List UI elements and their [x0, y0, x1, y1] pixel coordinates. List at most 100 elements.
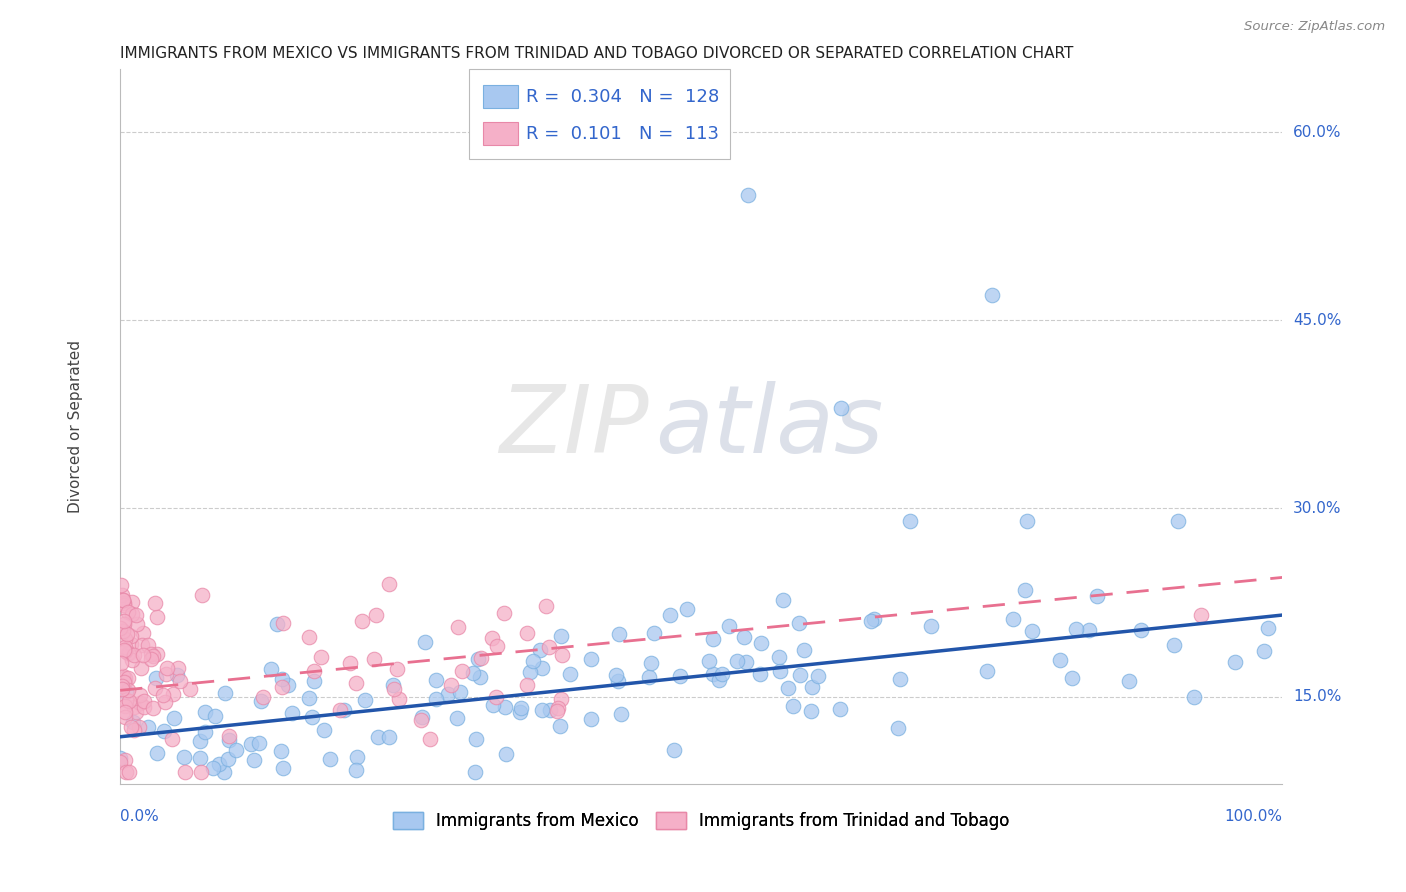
FancyBboxPatch shape [468, 70, 730, 159]
Point [136, 638, 159, 652]
Point [143, 596, 166, 610]
Point [117, 694, 139, 708]
Point [735, 655, 758, 669]
Point [1064, 622, 1087, 636]
Point [329, 703, 352, 717]
Point [114, 698, 136, 713]
Point [155, 667, 177, 681]
Point [302, 674, 325, 689]
Point [1223, 655, 1246, 669]
Point [494, 699, 516, 714]
Text: 30.0%: 30.0% [1294, 501, 1341, 516]
Point [637, 670, 659, 684]
Point [114, 671, 136, 685]
Point [132, 648, 155, 663]
Point [117, 605, 139, 619]
Point [302, 664, 325, 678]
Point [920, 618, 942, 632]
Point [120, 629, 142, 643]
Point [121, 653, 143, 667]
Point [173, 764, 195, 779]
Point [298, 690, 321, 705]
Point [145, 647, 167, 661]
Point [112, 599, 135, 613]
Point [387, 662, 409, 676]
Point [516, 626, 538, 640]
Point [776, 681, 799, 696]
Point [125, 617, 148, 632]
Text: 60.0%: 60.0% [1294, 125, 1341, 139]
Point [129, 696, 152, 710]
Point [108, 621, 131, 635]
Point [120, 637, 142, 651]
Point [702, 632, 724, 647]
Point [669, 669, 692, 683]
Point [131, 638, 153, 652]
Point [202, 761, 225, 775]
Point [112, 675, 135, 690]
Point [218, 729, 240, 743]
Point [314, 723, 336, 737]
Point [112, 614, 135, 628]
Point [266, 617, 288, 632]
Point [717, 618, 740, 632]
Point [332, 703, 354, 717]
Point [530, 703, 553, 717]
Point [538, 640, 561, 654]
Point [114, 685, 136, 699]
Point [377, 730, 399, 744]
Point [467, 652, 489, 666]
Point [609, 707, 631, 722]
Point [179, 682, 201, 697]
Point [662, 743, 685, 757]
Point [419, 731, 441, 746]
Point [344, 763, 367, 777]
Point [830, 702, 852, 716]
FancyBboxPatch shape [482, 122, 517, 145]
Point [709, 673, 731, 688]
Point [152, 723, 174, 738]
Text: ZIP: ZIP [499, 382, 650, 473]
Point [139, 651, 162, 665]
Point [350, 614, 373, 628]
Point [208, 757, 231, 772]
Point [550, 629, 572, 643]
Point [363, 652, 385, 666]
Point [470, 670, 492, 684]
Point [1049, 653, 1071, 667]
Point [110, 681, 132, 696]
Point [548, 719, 571, 733]
Point [367, 730, 389, 744]
Point [354, 693, 377, 707]
Point [1253, 644, 1275, 658]
Text: Source: ZipAtlas.com: Source: ZipAtlas.com [1244, 20, 1385, 33]
Point [551, 648, 574, 662]
Point [519, 665, 541, 680]
Point [190, 764, 212, 779]
Point [225, 742, 247, 756]
Point [132, 626, 155, 640]
Point [120, 720, 142, 734]
Point [538, 702, 561, 716]
Point [676, 602, 699, 616]
Point [124, 648, 146, 663]
Point [605, 668, 627, 682]
Point [204, 708, 226, 723]
Text: 45.0%: 45.0% [1294, 313, 1341, 327]
Point [1062, 671, 1084, 685]
Point [112, 624, 135, 638]
Point [1015, 514, 1038, 528]
Point [217, 752, 239, 766]
Text: IMMIGRANTS FROM MEXICO VS IMMIGRANTS FROM TRINIDAD AND TOBAGO DIVORCED OR SEPARA: IMMIGRANTS FROM MEXICO VS IMMIGRANTS FRO… [120, 46, 1074, 62]
Point [1014, 583, 1036, 598]
Point [768, 649, 790, 664]
Point [1163, 638, 1185, 652]
Point [658, 608, 681, 623]
Point [1085, 589, 1108, 603]
Text: 0.0%: 0.0% [120, 809, 159, 824]
Point [114, 675, 136, 690]
Point [242, 753, 264, 767]
Point [1257, 621, 1279, 635]
Point [194, 725, 217, 739]
Point [1021, 624, 1043, 639]
